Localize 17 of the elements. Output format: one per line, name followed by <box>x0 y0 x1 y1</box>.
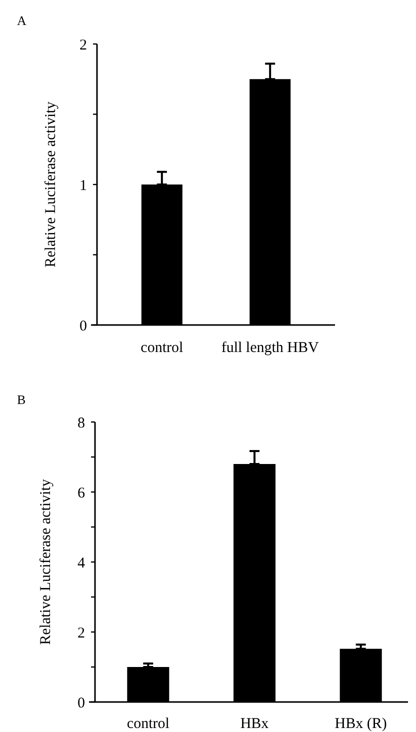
x-tick-label: HBx (R) <box>334 716 387 732</box>
x-tick-label: HBx <box>240 716 270 732</box>
y-tick-label: 0 <box>78 695 85 712</box>
y-tick-label: 1 <box>80 178 87 194</box>
x-tick-label: control <box>140 340 184 356</box>
x-tick-label: control <box>126 716 170 732</box>
y-tick-label: 0 <box>80 318 87 334</box>
y-tick-label: 2 <box>78 625 85 642</box>
x-tick-label: full length HBV <box>221 340 319 356</box>
y-tick-label: 4 <box>78 555 86 572</box>
y-axis-title: Relative Luciferase activity <box>43 101 59 268</box>
y-tick-label: 6 <box>78 485 86 502</box>
y-tick-label: 8 <box>78 415 85 432</box>
chart-title: A <box>17 13 27 28</box>
chart-title: B <box>17 392 26 407</box>
y-tick-label: 2 <box>80 37 87 54</box>
y-axis-title: Relative Luciferase activity <box>38 478 54 645</box>
